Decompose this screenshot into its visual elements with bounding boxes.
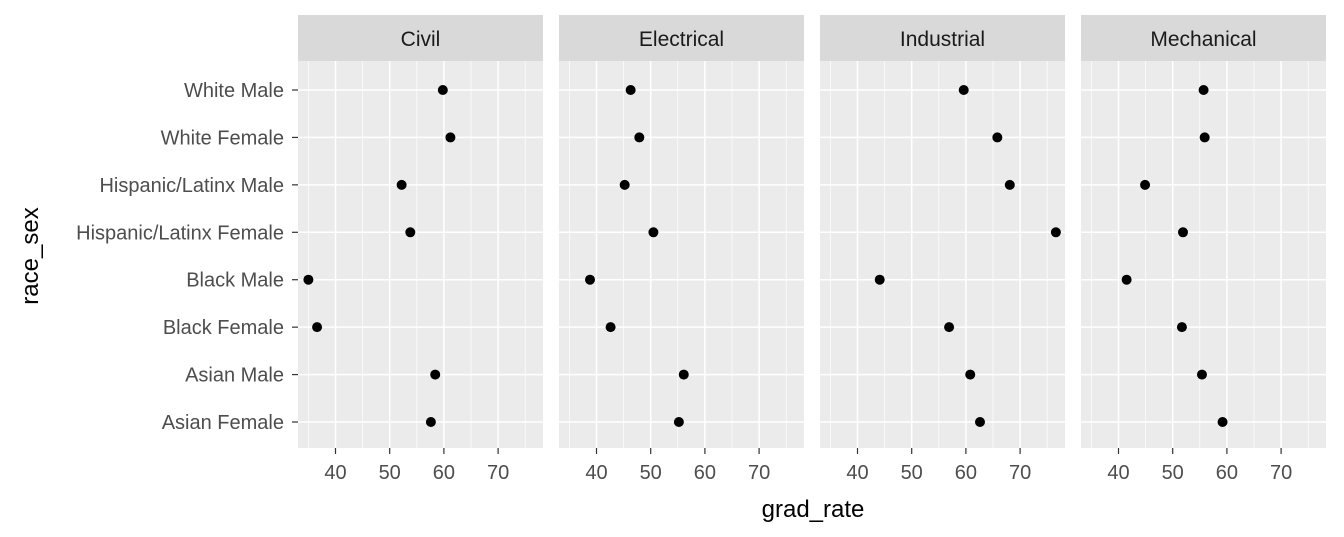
x-tick-label: 60	[1216, 462, 1238, 484]
y-tick-label: White Male	[184, 80, 284, 102]
y-tick-label: Asian Male	[185, 365, 284, 387]
data-point	[425, 417, 436, 428]
x-tick-label: 40	[1107, 462, 1129, 484]
facet-strip	[1081, 15, 1326, 61]
facet-strip-label: Electrical	[639, 28, 724, 51]
x-tick-label: 50	[901, 462, 923, 484]
x-tick-label: 60	[433, 462, 455, 484]
facet-panel-mechanical: Mechanical 40 50 60 70	[1081, 15, 1326, 484]
x-tick-label: 40	[846, 462, 868, 484]
x-tick-label: 70	[487, 462, 509, 484]
x-tick-label: 60	[694, 462, 716, 484]
data-point	[405, 227, 416, 238]
y-tick-label: Asian Female	[162, 412, 284, 434]
data-point	[1198, 85, 1209, 95]
data-point	[1196, 369, 1207, 380]
data-point	[303, 274, 314, 285]
y-axis-title: race_sex	[17, 207, 44, 304]
facet-strip-label: Industrial	[900, 28, 985, 51]
data-point	[605, 322, 616, 333]
y-axis-labels: White Male White Female Hispanic/Latinx Ma…	[76, 80, 298, 434]
data-point	[445, 132, 456, 143]
data-point	[1140, 179, 1151, 190]
panel-background	[559, 61, 804, 448]
data-point	[1177, 227, 1188, 238]
data-point	[1050, 227, 1061, 238]
data-point	[1004, 179, 1015, 190]
data-point	[965, 369, 976, 380]
data-point	[944, 322, 955, 333]
facet-strip-label: Civil	[401, 28, 441, 51]
data-point	[1176, 322, 1187, 333]
panel-background	[820, 61, 1065, 448]
data-point	[673, 417, 684, 428]
x-tick-label: 70	[748, 462, 770, 484]
data-point	[1199, 132, 1210, 143]
facet-strip-label: Mechanical	[1150, 28, 1256, 51]
panel-background	[298, 61, 543, 448]
facet-panel-electrical: Electrical 40 50 60 70	[559, 15, 804, 484]
data-point	[584, 274, 595, 285]
y-tick-label: Black Female	[163, 317, 284, 339]
facet-strip	[820, 15, 1065, 61]
data-point	[648, 227, 659, 238]
data-point	[619, 179, 630, 190]
data-point	[974, 417, 985, 428]
x-axis-title: grad_rate	[762, 496, 865, 523]
data-point	[992, 132, 1003, 143]
x-tick-label: 70	[1270, 462, 1292, 484]
y-tick-label: White Female	[161, 127, 284, 149]
data-point	[396, 179, 407, 190]
data-point	[625, 85, 636, 95]
x-tick-label: 40	[324, 462, 346, 484]
data-point	[634, 132, 645, 143]
y-tick-label: Hispanic/Latinx Female	[76, 222, 284, 244]
data-point	[312, 322, 323, 333]
data-point	[430, 369, 441, 380]
facet-strip	[559, 15, 804, 61]
data-point	[1217, 417, 1228, 428]
x-tick-label: 50	[379, 462, 401, 484]
data-point	[874, 274, 885, 285]
facet-strip	[298, 15, 543, 61]
facet-panel-civil: Civil 40 50 60 70	[298, 15, 543, 484]
data-point	[958, 85, 969, 95]
x-tick-label: 50	[1162, 462, 1184, 484]
x-tick-label: 50	[640, 462, 662, 484]
x-tick-label: 70	[1009, 462, 1031, 484]
y-tick-label: Hispanic/Latinx Male	[99, 175, 284, 197]
x-tick-label: 60	[955, 462, 977, 484]
data-point	[678, 369, 689, 380]
data-point	[437, 85, 448, 95]
x-tick-label: 40	[585, 462, 607, 484]
facet-panel-industrial: Industrial 40 50 60 70	[820, 15, 1065, 484]
y-tick-label: Black Male	[186, 270, 284, 292]
panel-background	[1081, 61, 1326, 448]
data-point	[1121, 274, 1132, 285]
